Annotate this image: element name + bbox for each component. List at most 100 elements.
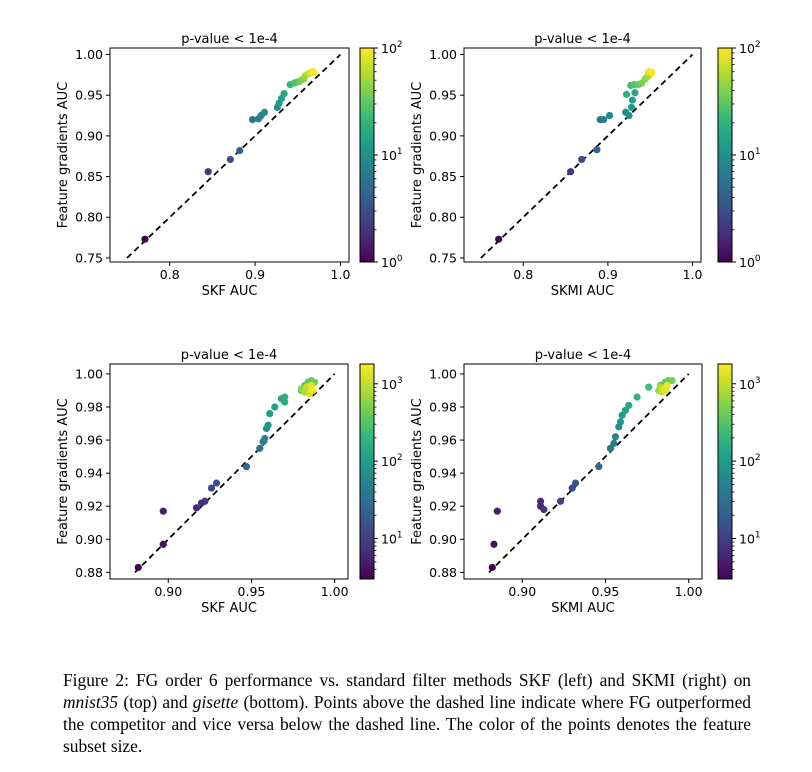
chart-title: p-value < 1e-4 — [535, 348, 632, 363]
colorbar-tick-exponent: 0 — [755, 254, 761, 264]
data-point — [281, 398, 289, 406]
data-point — [212, 479, 221, 487]
data-point — [556, 497, 565, 505]
data-point — [495, 235, 503, 243]
y-tick-label: 0.88 — [429, 565, 457, 580]
y-tick-label: 0.85 — [429, 169, 457, 184]
colorbar-tick-label: 101 — [739, 531, 761, 547]
colorbar-tick-label: 102 — [739, 40, 761, 56]
colorbar-tick-label: 102 — [739, 453, 761, 469]
colorbar-tick-exponent: 1 — [397, 147, 403, 157]
data-point — [261, 434, 269, 443]
x-axis-label: SKF AUC — [201, 601, 257, 616]
x-axis-label: SKF AUC — [202, 284, 258, 299]
figure-canvas: p-value < 1e-40.8 0.9 1.00.750.800.850.900… — [56, 32, 761, 616]
data-point — [134, 563, 142, 572]
colorbar-tick-exponent: 2 — [755, 453, 761, 463]
y-axis-label: Feature gradients AUC — [410, 398, 425, 544]
plot-frame — [109, 47, 350, 263]
data-point — [493, 507, 501, 515]
data-point — [622, 90, 631, 98]
data-point — [628, 96, 637, 104]
y-tick-label: 1.00 — [75, 47, 103, 62]
y-tick-label: 0.88 — [75, 565, 103, 580]
x-tick-label: 0.9 — [245, 267, 265, 282]
data-point — [141, 235, 149, 243]
data-point — [159, 507, 167, 515]
plot-frame — [463, 47, 702, 263]
y-tick-label: 0.80 — [75, 210, 103, 225]
x-tick-label: 1.00 — [321, 584, 349, 599]
data-point — [648, 68, 656, 77]
data-point — [578, 155, 586, 164]
x-tick-label: 0.95 — [238, 584, 266, 599]
y-tick-label: 0.90 — [429, 128, 457, 143]
data-point — [625, 111, 633, 120]
colorbar-tick-exponent: 2 — [755, 40, 761, 50]
colorbar-tick-exponent: 1 — [397, 531, 403, 541]
colorbar-tick-base: 10 — [739, 532, 755, 547]
data-point — [567, 168, 575, 176]
y-tick-label: 0.90 — [429, 532, 457, 547]
colorbar-tick-base: 10 — [739, 255, 755, 270]
data-point — [611, 433, 620, 441]
colorbar-tick-base: 10 — [381, 255, 397, 270]
colorbar-tick-base: 10 — [739, 41, 755, 56]
data-point — [264, 421, 272, 429]
diagonal-line — [134, 373, 336, 574]
y-tick-label: 0.90 — [75, 532, 103, 547]
colorbar-tick-exponent: 2 — [397, 40, 403, 50]
colorbar-tick-exponent: 3 — [755, 376, 761, 386]
data-point — [645, 383, 653, 391]
x-tick-label: 0.90 — [154, 584, 182, 599]
y-tick-label: 1.00 — [75, 366, 103, 381]
colorbar-tick-base: 10 — [739, 454, 755, 469]
data-point — [610, 439, 618, 447]
data-point — [201, 497, 209, 505]
x-tick-label: 0.95 — [592, 584, 620, 599]
colorbar-tick-base: 10 — [739, 148, 755, 163]
colorbar-tick-label: 101 — [381, 147, 403, 163]
data-point — [668, 376, 676, 385]
colorbar-tick-label: 103 — [381, 376, 403, 392]
data-point — [226, 155, 234, 164]
data-point — [631, 89, 639, 97]
y-axis-label: Feature gradients AUC — [56, 398, 71, 544]
colorbar-tick-base: 10 — [381, 148, 397, 163]
y-tick-label: 0.92 — [429, 499, 457, 514]
data-point — [536, 497, 545, 505]
caption-label: Figure 2: — [63, 670, 129, 690]
data-point — [260, 108, 269, 116]
colorbar-tick-exponent: 1 — [755, 531, 761, 541]
data-point — [605, 111, 614, 120]
y-tick-label: 0.98 — [429, 400, 457, 415]
scatter-panel-4: p-value < 1e-4 0.90 0.95 1.00 0.88 0.90 0.92 0.… — [410, 348, 761, 616]
caption-dataset-1: mnist35 — [63, 692, 119, 712]
x-axis-label: SKMI AUC — [551, 601, 614, 616]
colorbar-tick-exponent: 3 — [397, 376, 403, 386]
data-point — [256, 444, 264, 452]
x-tick-label: 0.90 — [508, 584, 536, 599]
diagonal-line — [480, 53, 694, 259]
data-point — [236, 146, 244, 155]
caption-text-1: FG order 6 performance vs. standard filt… — [135, 670, 751, 690]
y-tick-label: 0.95 — [429, 88, 457, 103]
colorbar-tick-base: 10 — [381, 532, 397, 547]
colorbar-tick-exponent: 0 — [397, 254, 403, 264]
colorbar-tick-label: 103 — [739, 376, 761, 392]
colorbar-tick-label: 101 — [739, 147, 761, 163]
colorbar-tick-label: 100 — [739, 254, 761, 270]
caption-text-2: (top) and — [123, 692, 188, 712]
y-tick-label: 0.75 — [429, 250, 457, 265]
data-point — [595, 462, 603, 471]
colorbar-tick-exponent: 2 — [397, 453, 403, 463]
data-point — [280, 89, 288, 98]
y-axis-label: Feature gradients AUC — [410, 82, 425, 228]
data-point — [663, 381, 671, 390]
colorbar-tick-label: 100 — [381, 254, 403, 270]
data-point — [159, 540, 167, 548]
data-point — [627, 103, 636, 111]
x-tick-label: 0.8 — [160, 267, 180, 282]
y-tick-label: 0.95 — [75, 88, 103, 103]
caption-dataset-2: gisette — [192, 692, 239, 712]
